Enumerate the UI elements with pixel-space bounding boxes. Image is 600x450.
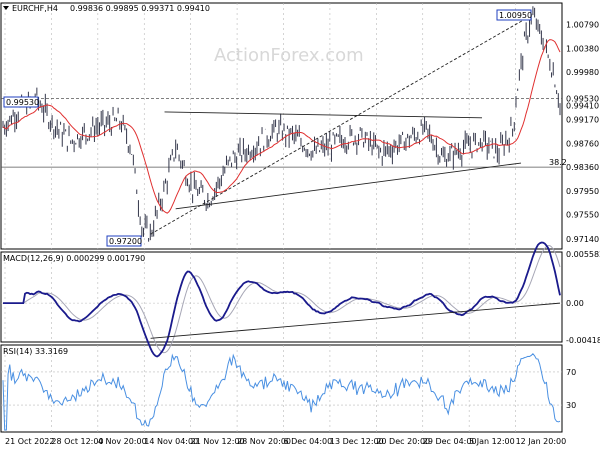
x-tick-label: 5 Jan 12:00 xyxy=(469,437,515,446)
high-label-text: 1.00950 xyxy=(499,11,532,20)
macd-title: MACD(12,26,9) 0.000299 0.001790 xyxy=(3,254,145,263)
rsi-layer: RSI(14) 33.3169 xyxy=(1,347,562,431)
price-tick-label: 0.97140 xyxy=(566,235,599,244)
price-layer: 1.00950 0.97200 0.99530 38.2 xyxy=(1,6,567,247)
price-tick-label: 0.99170 xyxy=(566,116,599,125)
price-tick-label: 0.99980 xyxy=(566,68,599,77)
price-tick-label: 0.97950 xyxy=(566,187,599,196)
watermark: ActionForex.com xyxy=(214,45,364,66)
macd-trend-line xyxy=(150,302,561,339)
ohlc-header: 0.99836 0.99895 0.99371 0.99410 xyxy=(70,4,210,13)
price-tick-label: 0.98760 xyxy=(566,140,599,149)
x-tick-label: 28 Nov 20:00 xyxy=(237,437,291,446)
low-label-text: 0.97200 xyxy=(109,237,142,246)
price-tick-label: 1.00380 xyxy=(566,44,599,53)
price-tick-label: 0.98360 xyxy=(566,163,599,172)
rsi-tick-label: 70 xyxy=(566,368,576,377)
panel-frames xyxy=(0,2,563,433)
price-tick-label: 0.97550 xyxy=(566,211,599,220)
macd-tick-label: -0.004188 xyxy=(566,336,600,345)
x-tick-label: 6 Dec 04:00 xyxy=(284,437,333,446)
rsi-tick-label: 30 xyxy=(566,401,576,410)
macd-layer: MACD(12,26,9) 0.000299 0.001790 xyxy=(1,241,562,358)
x-tick-label: 13 Dec 12:00 xyxy=(330,437,384,446)
high-label-box xyxy=(496,9,532,21)
left-label: 0.99530 xyxy=(3,96,39,108)
grid-lines xyxy=(4,3,516,432)
x-tick-label: 21 Oct 2022 xyxy=(5,437,54,446)
x-tick-label: 14 Nov 04:00 xyxy=(144,437,198,446)
low-label-box xyxy=(106,235,142,247)
symbol-label: EURCHF,H4 xyxy=(12,4,58,13)
price-tick-label: 0.99530 xyxy=(566,94,599,103)
channel-upper-line xyxy=(164,111,483,119)
left-label-box xyxy=(3,96,39,108)
fib-label: 38.2 xyxy=(549,158,567,167)
moving-average-line xyxy=(2,39,561,214)
panel-frame-1 xyxy=(0,251,563,343)
price-tick-label: 1.00790 xyxy=(566,20,599,29)
x-tick-label: 4 Nov 20:00 xyxy=(98,437,147,446)
panel-frame-2 xyxy=(0,344,563,433)
x-tick-label: 21 Nov 12:00 xyxy=(191,437,245,446)
left-label-text: 0.99530 xyxy=(6,98,39,107)
macd-tick-label: 0.005582 xyxy=(566,250,600,259)
price-tick-label: 0.99410 xyxy=(566,101,599,110)
x-tick-label: 29 Dec 04:00 xyxy=(423,437,477,446)
panel-frame-0 xyxy=(0,2,563,250)
x-tick-label: 20 Dec 20:00 xyxy=(376,437,430,446)
x-tick-label: 12 Jan 20:00 xyxy=(516,437,567,446)
fib-trend-line xyxy=(150,14,533,235)
x-tick-label: 28 Oct 12:00 xyxy=(51,437,103,446)
rsi-line xyxy=(2,352,561,431)
low-label: 0.97200 xyxy=(106,235,142,247)
rsi-title: RSI(14) 33.3169 xyxy=(3,347,68,356)
dropdown-icon xyxy=(3,6,9,10)
macd-tick-label: 0.00 xyxy=(566,299,584,308)
channel-lower-line xyxy=(175,162,522,210)
high-label: 1.00950 xyxy=(496,9,532,21)
